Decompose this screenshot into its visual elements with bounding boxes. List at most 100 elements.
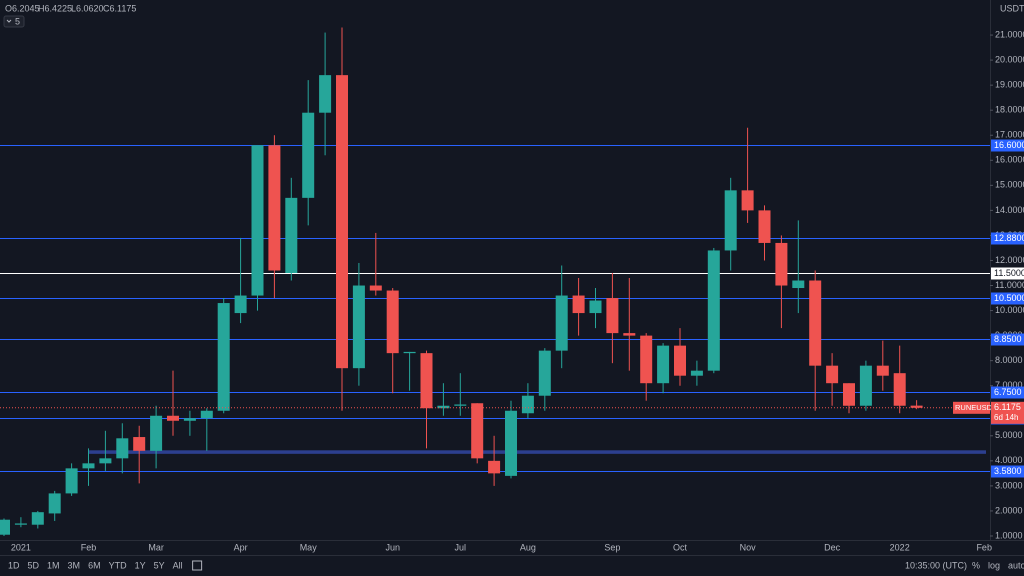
legend-high: H6.4225: [38, 3, 72, 13]
x-tick-label: Aug: [520, 542, 536, 552]
candle-body: [150, 415, 163, 451]
candle-body: [0, 519, 10, 535]
candle-body: [14, 523, 27, 525]
candle-body: [454, 404, 467, 406]
y-tick-label: 14.0000: [995, 205, 1024, 215]
candle-body: [82, 463, 95, 469]
x-tick-label: Dec: [824, 542, 841, 552]
y-tick-label: 15.0000: [995, 180, 1024, 190]
candle-body: [386, 290, 399, 354]
y-tick-label: 11.0000: [995, 280, 1024, 290]
scale-option[interactable]: %: [972, 560, 980, 570]
candle-body: [606, 298, 619, 334]
y-tick-label: 17.0000: [995, 130, 1024, 140]
range-button[interactable]: All: [173, 560, 183, 570]
candle-body: [183, 418, 196, 421]
candle-body: [893, 373, 906, 406]
indicator-toggle[interactable]: [3, 15, 25, 28]
candle-body: [437, 405, 450, 409]
y-tick-label: 16.0000: [995, 155, 1024, 165]
candle-body: [707, 250, 720, 371]
compare-icon[interactable]: [192, 560, 203, 571]
x-tick-label: May: [300, 542, 318, 552]
candle-body: [809, 280, 822, 366]
candle-body: [217, 303, 230, 411]
candle-body: [521, 395, 534, 414]
level-label: 6.7500: [994, 387, 1022, 397]
range-button[interactable]: 1D: [8, 560, 20, 570]
y-tick-label: 7.0000: [995, 380, 1023, 390]
candle-body: [657, 345, 670, 384]
y-tick-label: 10.0000: [995, 305, 1024, 315]
level-label-box: [991, 267, 1024, 280]
candle-body: [302, 112, 315, 198]
candle-body: [336, 75, 348, 369]
candle-body: [859, 365, 872, 406]
symbol-box: [953, 401, 990, 414]
range-button[interactable]: 5D: [28, 560, 40, 570]
range-button[interactable]: 5Y: [154, 560, 165, 570]
candle-body: [99, 458, 112, 464]
candle-body: [133, 437, 146, 451]
candle-body: [471, 403, 484, 459]
x-tick-label: Apr: [234, 542, 248, 552]
x-tick-label: Feb: [976, 542, 992, 552]
candle-body: [555, 295, 568, 351]
level-label: 3.5800: [994, 466, 1022, 476]
candle-body: [31, 512, 44, 525]
candle-body: [420, 353, 433, 409]
scale-option[interactable]: auto: [1008, 560, 1024, 570]
x-tick-label: Feb: [81, 542, 97, 552]
candle-body: [352, 285, 365, 369]
level-label: 12.8800: [994, 233, 1024, 243]
candle-body: [724, 190, 737, 251]
candle-body: [48, 493, 61, 514]
y-tick-label: 12.0000: [995, 255, 1024, 265]
candle-body: [843, 383, 855, 406]
range-button[interactable]: 6M: [88, 560, 101, 570]
candle-body: [369, 285, 382, 291]
range-button[interactable]: 1M: [47, 560, 60, 570]
candle-body: [758, 210, 771, 243]
scale-option[interactable]: log: [988, 560, 1000, 570]
y-tick-label: 18.0000: [995, 105, 1024, 115]
candle-body: [674, 345, 686, 376]
candle-body: [285, 197, 298, 273]
candle-body: [200, 410, 213, 419]
level-label-box: [991, 333, 1024, 346]
candle-body: [268, 145, 281, 271]
x-tick-label: 2022: [890, 542, 910, 552]
candle-body: [538, 350, 551, 396]
level-label: 16.6000: [994, 140, 1024, 150]
last-price-label: 6.1175: [994, 402, 1021, 412]
x-tick-label: Sep: [604, 542, 620, 552]
candle-body: [505, 410, 517, 476]
y-tick-label: 3.0000: [995, 480, 1023, 490]
legend-low: L6.0620: [71, 3, 104, 13]
currency-label: USDT: [1000, 3, 1024, 13]
candle-body: [167, 415, 179, 421]
candle-body: [319, 75, 332, 113]
candle-body: [640, 335, 653, 384]
level-label-box: [991, 465, 1024, 478]
indicator-count: 5: [15, 16, 20, 26]
y-tick-label: 1.0000: [995, 530, 1023, 540]
candle-body: [572, 295, 585, 314]
level-label-box: [991, 386, 1024, 399]
level-label: 10.5000: [994, 293, 1024, 303]
candle-body: [116, 438, 129, 459]
range-button[interactable]: YTD: [109, 560, 128, 570]
candle-body: [826, 365, 839, 384]
range-button[interactable]: 3M: [68, 560, 81, 570]
candle-body: [65, 468, 78, 494]
level-label-box: [991, 292, 1024, 305]
candle-body: [792, 280, 805, 289]
symbol-label: RUNEUSDT: [955, 403, 997, 412]
level-label-box: [991, 232, 1024, 245]
chevron-icon: [6, 19, 12, 23]
candle-body: [623, 333, 636, 336]
range-button[interactable]: 1Y: [135, 560, 146, 570]
y-tick-label: 8.0000: [995, 355, 1023, 365]
